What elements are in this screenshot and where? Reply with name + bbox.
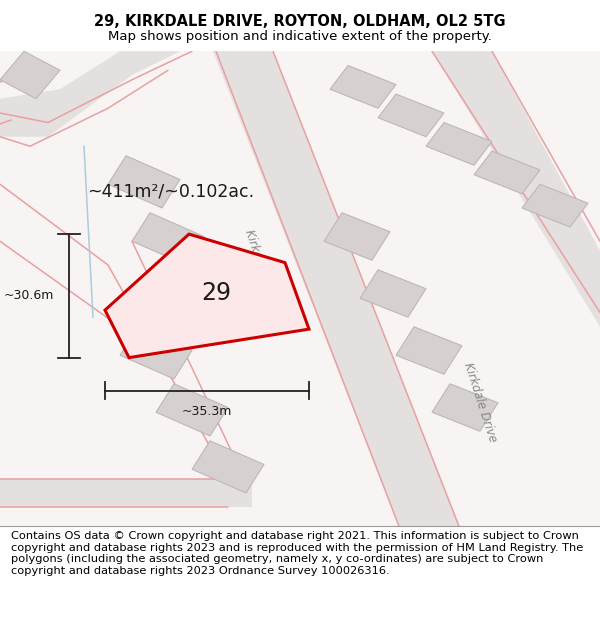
Polygon shape	[132, 213, 204, 265]
Polygon shape	[120, 327, 192, 379]
Polygon shape	[324, 213, 390, 260]
Polygon shape	[105, 234, 309, 358]
Polygon shape	[396, 327, 462, 374]
Polygon shape	[330, 66, 396, 108]
Polygon shape	[0, 51, 60, 99]
Text: ~411m²/~0.102ac.: ~411m²/~0.102ac.	[87, 183, 254, 201]
Polygon shape	[360, 270, 426, 318]
Text: Kirkdale Drive: Kirkdale Drive	[242, 228, 280, 311]
Text: Kirkdale Drive: Kirkdale Drive	[461, 361, 499, 444]
Polygon shape	[192, 441, 264, 493]
Polygon shape	[474, 151, 540, 194]
Polygon shape	[0, 479, 252, 508]
Text: Map shows position and indicative extent of the property.: Map shows position and indicative extent…	[108, 30, 492, 43]
Polygon shape	[432, 51, 600, 327]
Polygon shape	[426, 122, 492, 165]
Polygon shape	[156, 270, 228, 322]
Polygon shape	[432, 384, 498, 431]
Polygon shape	[108, 156, 180, 208]
Polygon shape	[378, 94, 444, 137]
Text: 29: 29	[201, 281, 231, 306]
Polygon shape	[156, 384, 228, 436]
Text: ~30.6m: ~30.6m	[4, 289, 54, 302]
Polygon shape	[522, 184, 588, 227]
Polygon shape	[0, 51, 180, 137]
Text: 29, KIRKDALE DRIVE, ROYTON, OLDHAM, OL2 5TG: 29, KIRKDALE DRIVE, ROYTON, OLDHAM, OL2 …	[94, 14, 506, 29]
Text: Contains OS data © Crown copyright and database right 2021. This information is : Contains OS data © Crown copyright and d…	[11, 531, 583, 576]
Polygon shape	[213, 51, 459, 526]
Text: ~35.3m: ~35.3m	[182, 405, 232, 418]
